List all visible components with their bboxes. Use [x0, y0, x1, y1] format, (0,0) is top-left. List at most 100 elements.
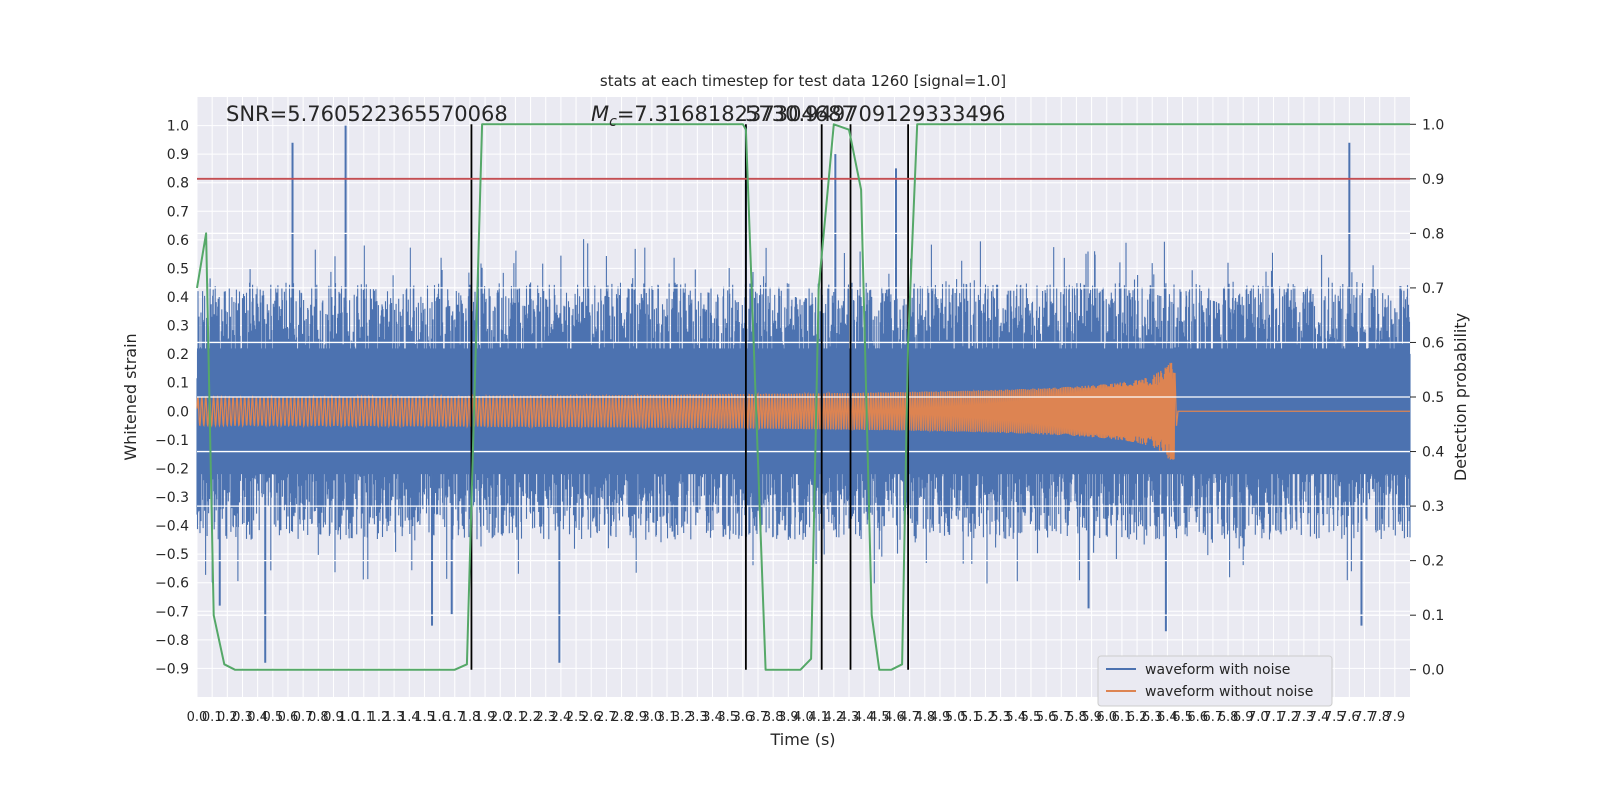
x-tick-label: 4.3: [839, 710, 860, 725]
x-tick-label: 1.0: [338, 710, 359, 725]
secondary-grid: [197, 178, 1410, 616]
series-waveform-without-noise: [196, 362, 1410, 460]
x-tick-label: 4.9: [930, 710, 951, 725]
x-tick-label: 0.8: [308, 710, 329, 725]
x-tick-label: 1.9: [475, 710, 496, 725]
x-tick-label: 5.8: [1066, 710, 1087, 725]
x-tick-label: 7.6: [1339, 710, 1360, 725]
y2-tick-label: 1.0: [1422, 117, 1444, 133]
legend-box: [1097, 655, 1333, 707]
x-tick-label: 0.5: [262, 710, 283, 725]
chirp-mass-annotation: Mc=7.316818237304687: [591, 102, 855, 130]
y-tick-label: −0.8: [155, 633, 189, 649]
x-tick-label: 0.3: [232, 710, 253, 725]
x-tick-label: 3.2: [672, 710, 693, 725]
x-tick-label: 4.6: [884, 710, 905, 725]
y-tick-label: 0.9: [167, 147, 189, 163]
x-tick-label: 5.2: [975, 710, 996, 725]
x-tick-label: 6.6: [1187, 710, 1208, 725]
x-tick-label: 2.8: [611, 710, 632, 725]
x-tick-label: 1.7: [444, 710, 465, 725]
x-tick-label: 1.3: [384, 710, 405, 725]
y-tick-label: −0.4: [155, 519, 189, 535]
y-tick-label: −0.7: [155, 604, 189, 620]
x-tick-label: 0.0: [187, 710, 208, 725]
x-tick-label: 4.8: [914, 710, 935, 725]
x-tick-label: 3.4: [702, 710, 723, 725]
legend-label-noise: waveform with noise: [1145, 662, 1290, 678]
x-tick-label: 7.3: [1294, 710, 1315, 725]
y2-tick-label: 0.7: [1422, 281, 1444, 297]
x-tick-label: 5.3: [990, 710, 1011, 725]
x-tick-label: 5.1: [960, 710, 981, 725]
series-detection-probability: [196, 123, 1410, 671]
overlapping-annotation: 5730.949709129333496: [745, 102, 1006, 126]
x-tick-label: 6.7: [1203, 710, 1224, 725]
x-tick-label: 2.2: [520, 710, 541, 725]
y-tick-label: −0.6: [155, 576, 189, 592]
x-tick-label: 4.5: [869, 710, 890, 725]
x-tick-label: 0.1: [202, 710, 223, 725]
y-tick-label: 0.6: [167, 233, 189, 249]
y-tick-label: −0.3: [155, 490, 189, 506]
x-tick-label: 6.5: [1172, 710, 1193, 725]
x-tick-label: 7.1: [1263, 710, 1284, 725]
x-tick-label: 1.6: [429, 710, 450, 725]
x-tick-label: 5.7: [1051, 710, 1072, 725]
x-tick-label: 0.4: [247, 710, 268, 725]
x-tick-label: 7.9: [1384, 710, 1405, 725]
y2-tick-label: 0.9: [1422, 172, 1444, 188]
x-tick-label: 1.8: [460, 710, 481, 725]
x-tick-label: 2.4: [551, 710, 572, 725]
y2-tick-label: 0.1: [1422, 608, 1444, 624]
x-axis-label: Time (s): [769, 730, 835, 749]
y-tick-label: −0.2: [155, 461, 189, 477]
x-tick-label: 5.0: [945, 710, 966, 725]
x-tick-label: 4.4: [854, 710, 875, 725]
x-tick-label: 4.1: [808, 710, 829, 725]
x-tick-label: 7.5: [1324, 710, 1345, 725]
y2-tick-label: 0.5: [1422, 390, 1444, 406]
x-tick-label: 1.1: [353, 710, 374, 725]
x-tick-label: 5.5: [1021, 710, 1042, 725]
y2-tick-label: 0.8: [1422, 226, 1444, 242]
x-tick-label: 2.3: [535, 710, 556, 725]
x-tick-label: 2.1: [505, 710, 526, 725]
x-tick-label: 6.0: [1096, 710, 1117, 725]
x-tick-label: 6.3: [1142, 710, 1163, 725]
chirp-trace: [196, 362, 1410, 460]
x-tick-label: 7.7: [1354, 710, 1375, 725]
y-tick-label: 0.5: [167, 261, 189, 277]
x-tick-label: 0.6: [278, 710, 299, 725]
x-tick-label: 7.8: [1369, 710, 1390, 725]
x-tick-label: 7.4: [1309, 710, 1330, 725]
y-tick-label: 0.7: [167, 204, 189, 220]
x-tick-label: 6.9: [1233, 710, 1254, 725]
y-tick-label: 0.8: [167, 176, 189, 192]
x-tick-label: 3.6: [733, 710, 754, 725]
x-tick-label: 4.2: [823, 710, 844, 725]
x-tick-label: 2.9: [626, 710, 647, 725]
y2-tick-label: 0.6: [1422, 335, 1444, 351]
y-axis-label: Whitened strain: [121, 333, 140, 460]
x-tick-label: 2.6: [581, 710, 602, 725]
x-tick-label: 3.1: [657, 710, 678, 725]
y-axis-ticks: 1.0 0.9 0.8 0.7 0.6 0.5 0.4 0.3 0.2 0.1 0.0 −0.1 −0.…: [155, 119, 189, 678]
y2-axis-label: Detection probability: [1451, 313, 1470, 481]
x-tick-label: 0.7: [293, 710, 314, 725]
x-tick-label: 0.2: [217, 710, 238, 725]
snr-annotation: SNR=5.760522365570068: [226, 102, 508, 126]
y2-tick-label: 0.2: [1422, 554, 1444, 570]
x-tick-label: 4.0: [793, 710, 814, 725]
x-tick-label: 7.2: [1278, 710, 1299, 725]
x-tick-label: 3.5: [717, 710, 738, 725]
y2-tick-label: 0.4: [1422, 445, 1444, 461]
x-tick-label: 6.2: [1127, 710, 1148, 725]
x-tick-label: 5.6: [1036, 710, 1057, 725]
x-tick-label: 6.8: [1218, 710, 1239, 725]
chart-title: stats at each timestep for test data 126…: [600, 72, 1006, 90]
x-tick-label: 1.2: [369, 710, 390, 725]
x-tick-label: 3.0: [642, 710, 663, 725]
y-tick-label: 0.1: [167, 376, 189, 392]
event-markers: [470, 124, 910, 670]
